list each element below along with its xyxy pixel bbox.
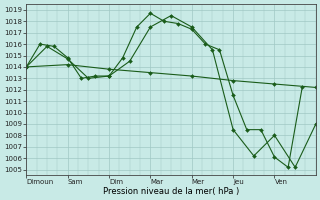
X-axis label: Pression niveau de la mer( hPa ): Pression niveau de la mer( hPa ) — [103, 187, 239, 196]
